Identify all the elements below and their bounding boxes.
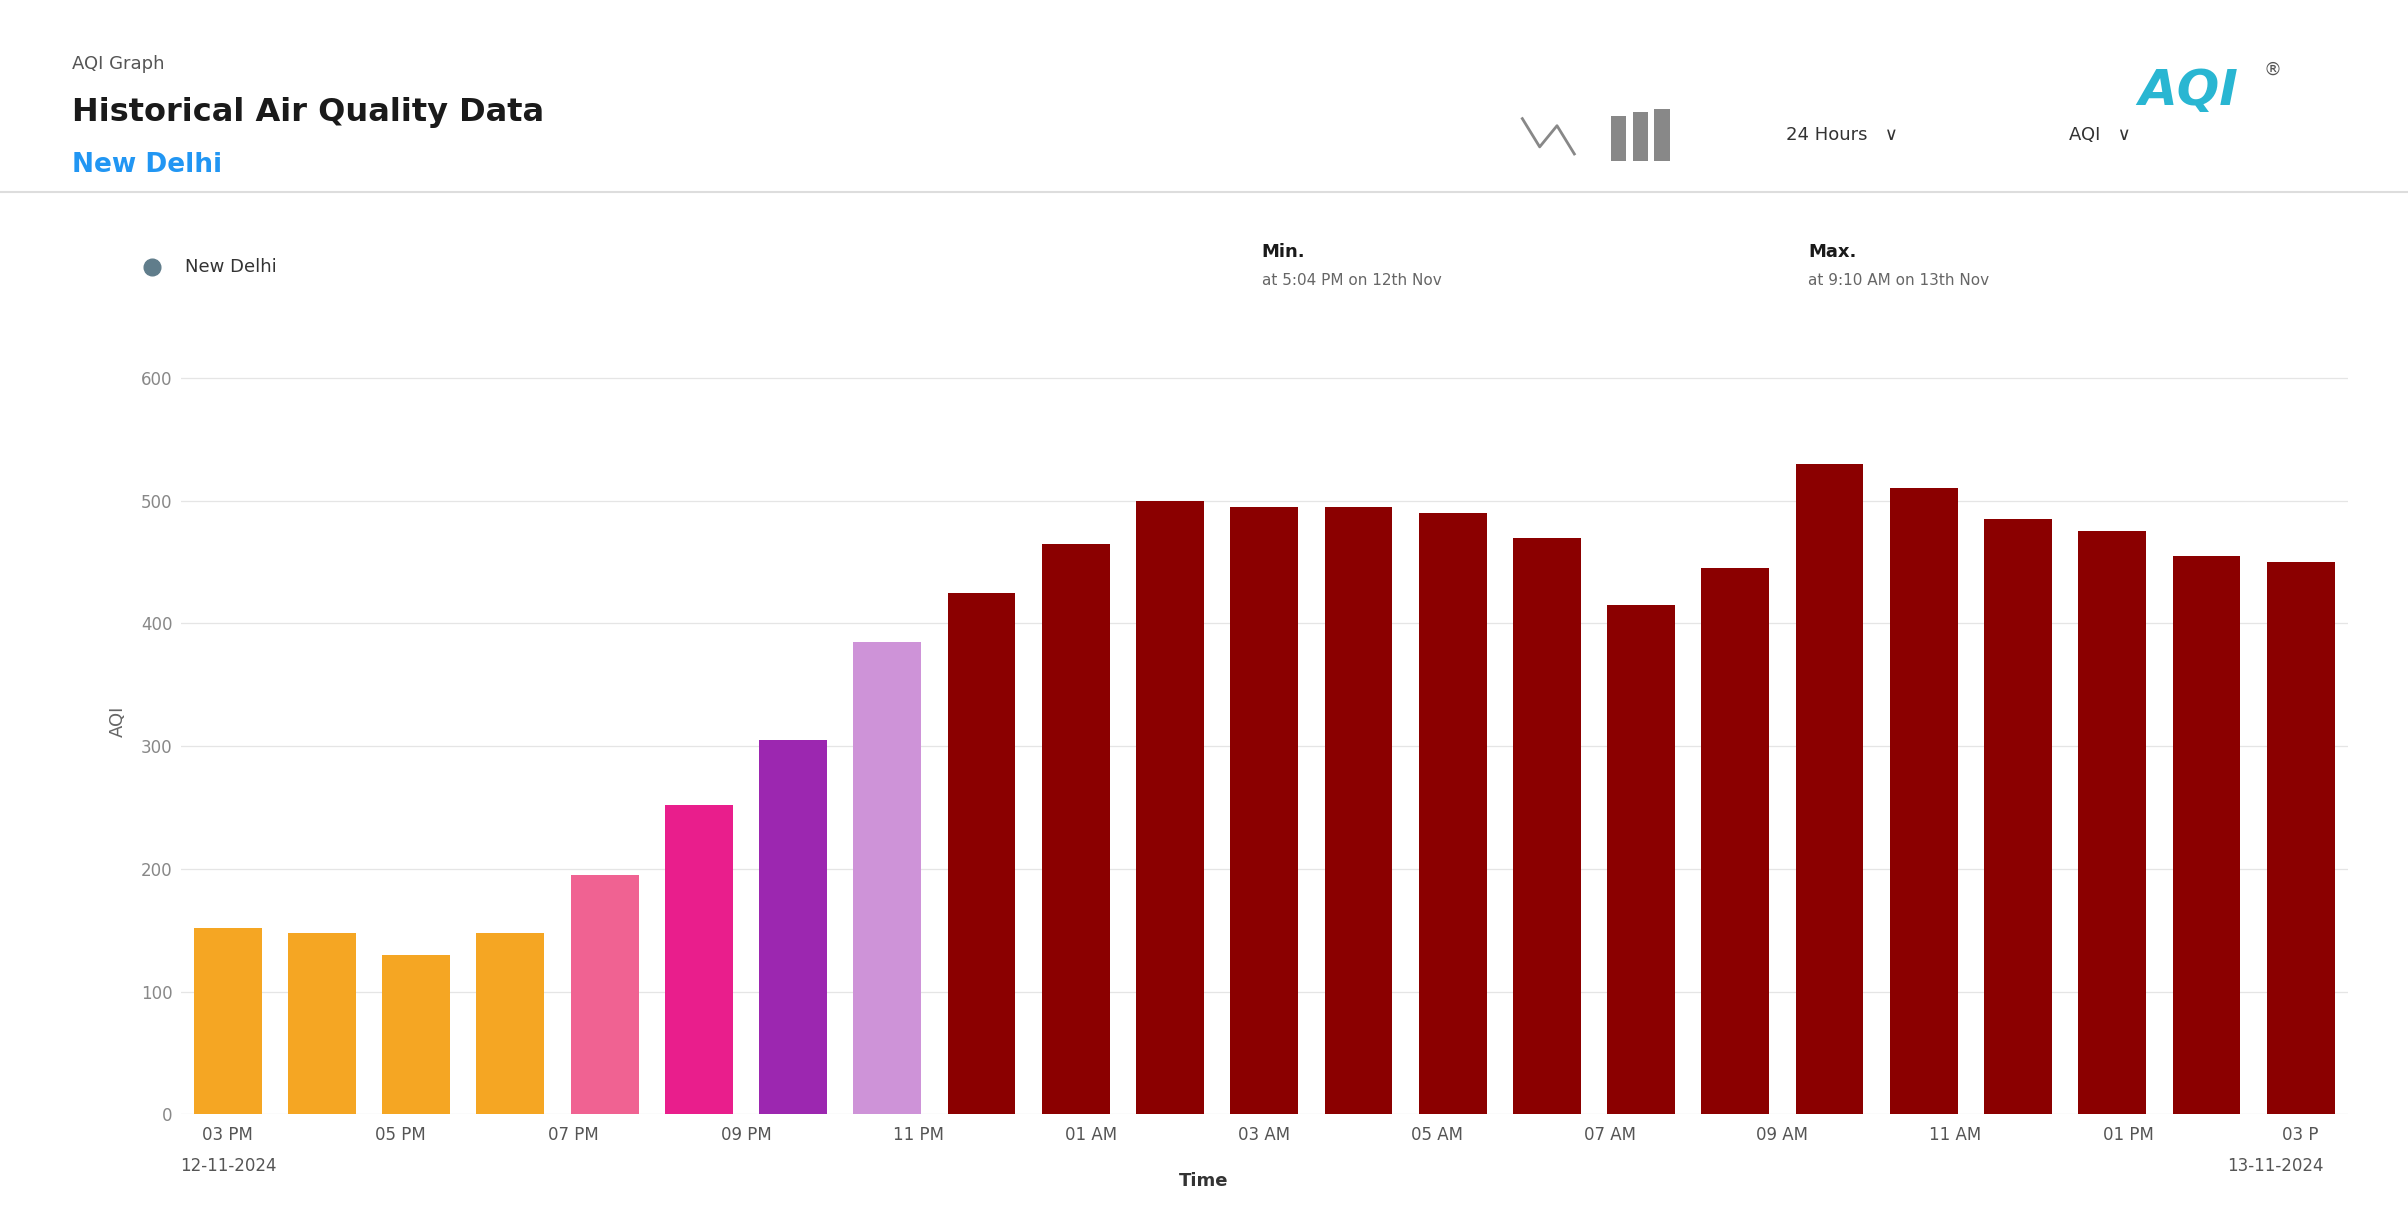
Bar	[759, 741, 826, 1114]
Y-axis label: AQI: AQI	[108, 706, 128, 737]
Text: 12-11-2024: 12-11-2024	[181, 1157, 277, 1175]
Bar	[477, 933, 544, 1114]
Bar	[193, 928, 262, 1114]
Bar	[1984, 519, 2052, 1114]
Text: at 9:10 AM on 13th Nov: at 9:10 AM on 13th Nov	[1808, 273, 1989, 287]
Bar	[383, 955, 450, 1114]
Text: AQI Graph: AQI Graph	[72, 55, 164, 73]
Text: 531: 531	[1702, 256, 1760, 283]
Text: New Delhi: New Delhi	[185, 258, 277, 275]
Bar	[1512, 537, 1580, 1114]
Bar	[1230, 507, 1298, 1114]
Text: 130: 130	[1156, 256, 1214, 283]
Text: at 5:04 PM on 12th Nov: at 5:04 PM on 12th Nov	[1262, 273, 1442, 287]
Text: New Delhi: New Delhi	[72, 152, 222, 178]
Bar	[852, 642, 922, 1114]
Text: ®: ®	[2264, 61, 2280, 79]
Bar	[2078, 531, 2146, 1114]
Bar	[1796, 464, 1864, 1114]
Bar	[2266, 561, 2336, 1114]
Bar	[1702, 569, 1770, 1114]
Text: Min.: Min.	[1262, 244, 1305, 261]
Text: Time: Time	[1180, 1172, 1228, 1190]
Text: AQI   ∨: AQI ∨	[2068, 127, 2131, 144]
Text: Max.: Max.	[1808, 244, 1857, 261]
Text: 13-11-2024: 13-11-2024	[2227, 1157, 2324, 1175]
Bar	[1043, 543, 1110, 1114]
Bar	[1606, 605, 1676, 1114]
Bar	[665, 805, 732, 1114]
Bar	[1418, 513, 1486, 1114]
Text: Historical Air Quality Data: Historical Air Quality Data	[72, 97, 544, 128]
Text: 24 Hours   ∨: 24 Hours ∨	[1787, 127, 1898, 144]
Bar	[289, 933, 356, 1114]
Bar	[1890, 488, 1958, 1114]
Bar	[1324, 507, 1392, 1114]
Bar	[1137, 501, 1204, 1114]
Bar	[949, 593, 1016, 1114]
Text: AQI: AQI	[2138, 67, 2237, 114]
Bar	[571, 875, 638, 1114]
Bar	[2172, 555, 2239, 1114]
